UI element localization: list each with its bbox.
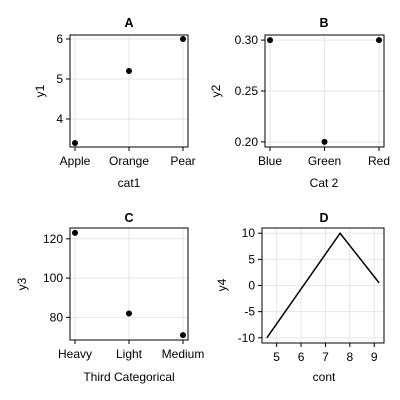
panel-a-xlabel: cat1 xyxy=(118,176,141,190)
panel-b-title: B xyxy=(319,16,328,30)
panel-b-point xyxy=(376,37,382,44)
panel-b-ylabel: y2 xyxy=(209,84,223,97)
panel-d-ytick-label: 0 xyxy=(248,279,255,293)
panel-c-xtick-label: Light xyxy=(116,347,143,361)
panel-b-ytick-label: 0.30 xyxy=(235,33,259,47)
panel-c-marks xyxy=(72,229,186,339)
panel-c-title: C xyxy=(124,211,133,225)
panel-c-xtick-label: Medium xyxy=(162,347,205,361)
panel-c-point xyxy=(72,229,78,236)
panel-d-ytick-label: -5 xyxy=(244,305,255,319)
panel-a-ticks: Apple Orange Pear 4 5 6 xyxy=(56,32,195,168)
panel-a-gridlines xyxy=(70,35,188,147)
panel-b-point xyxy=(267,37,273,44)
panel-d: D 5 6 7 8 9 -10 -5 0 5 10 cont y4 xyxy=(215,211,385,384)
panel-c-gridlines xyxy=(70,228,188,340)
panel-b: B Blue Green Red 0.20 0.25 0.30 Cat 2 y2 xyxy=(209,16,390,190)
panel-d-xtick-label: 8 xyxy=(346,350,353,364)
panel-b-xtick-label: Green xyxy=(308,154,341,168)
panel-d-marks xyxy=(266,231,380,339)
panel-b-xlabel: Cat 2 xyxy=(310,176,339,190)
panel-a-point xyxy=(72,140,78,146)
panel-a-ytick-label: 6 xyxy=(56,32,63,46)
panel-d-gridlines xyxy=(262,228,384,343)
panel-c-ytick-label: 80 xyxy=(50,310,64,324)
panel-b-point xyxy=(321,138,328,145)
panel-b-gridlines xyxy=(265,35,384,147)
panel-a-point xyxy=(180,36,186,42)
panel-c-ticks: Heavy Light Medium 80 100 120 xyxy=(43,232,204,361)
panel-c-ylabel: y3 xyxy=(15,277,29,290)
panel-d-xtick-label: 7 xyxy=(322,350,329,364)
panel-c-xlabel: Third Categorical xyxy=(83,370,174,384)
panel-d-xlabel: cont xyxy=(313,370,336,384)
panel-c: C Heavy Light Medium 80 100 120 Third Categor… xyxy=(15,211,204,384)
panel-d-title: D xyxy=(319,211,328,225)
panel-a-xtick-label: Pear xyxy=(170,154,195,168)
panel-c-point xyxy=(126,310,132,317)
panel-a-ylabel: y1 xyxy=(33,84,47,97)
panel-d-xtick-label: 9 xyxy=(371,350,378,364)
panel-d-xtick-label: 5 xyxy=(273,350,280,364)
panel-d-ylabel: y4 xyxy=(215,278,229,291)
panel-d-ytick-label: 5 xyxy=(248,252,255,266)
panel-b-ytick-label: 0.25 xyxy=(235,84,259,98)
panel-a-xtick-label: Orange xyxy=(109,154,149,168)
panel-a: A Apple Orange Pear 4 5 6 cat1 y1 xyxy=(33,16,196,190)
panel-d-xtick-label: 6 xyxy=(298,350,305,364)
panel-b-xtick-label: Blue xyxy=(258,154,282,168)
panel-c-xtick-label: Heavy xyxy=(58,347,92,361)
panel-b-marks xyxy=(267,37,382,145)
panel-b-ticks: Blue Green Red 0.20 0.25 0.30 xyxy=(235,33,390,168)
panel-d-series-line xyxy=(266,231,380,339)
panel-a-xtick-label: Apple xyxy=(60,154,91,168)
panel-c-point xyxy=(180,332,186,339)
panel-a-title: A xyxy=(124,16,133,30)
panel-b-ytick-label: 0.20 xyxy=(235,135,259,149)
panel-c-ytick-label: 120 xyxy=(43,232,63,246)
panel-a-ytick-label: 5 xyxy=(56,72,63,86)
panel-c-ytick-label: 100 xyxy=(43,271,63,285)
panel-b-xtick-label: Red xyxy=(368,154,390,168)
panel-d-ytick-label: -10 xyxy=(238,331,256,345)
panel-a-marks xyxy=(72,36,186,146)
panel-a-point xyxy=(126,68,132,74)
panel-d-ytick-label: 10 xyxy=(242,226,256,240)
panel-d-ticks: 5 6 7 8 9 -10 -5 0 5 10 xyxy=(238,226,378,364)
panel-a-ytick-label: 4 xyxy=(56,112,63,126)
